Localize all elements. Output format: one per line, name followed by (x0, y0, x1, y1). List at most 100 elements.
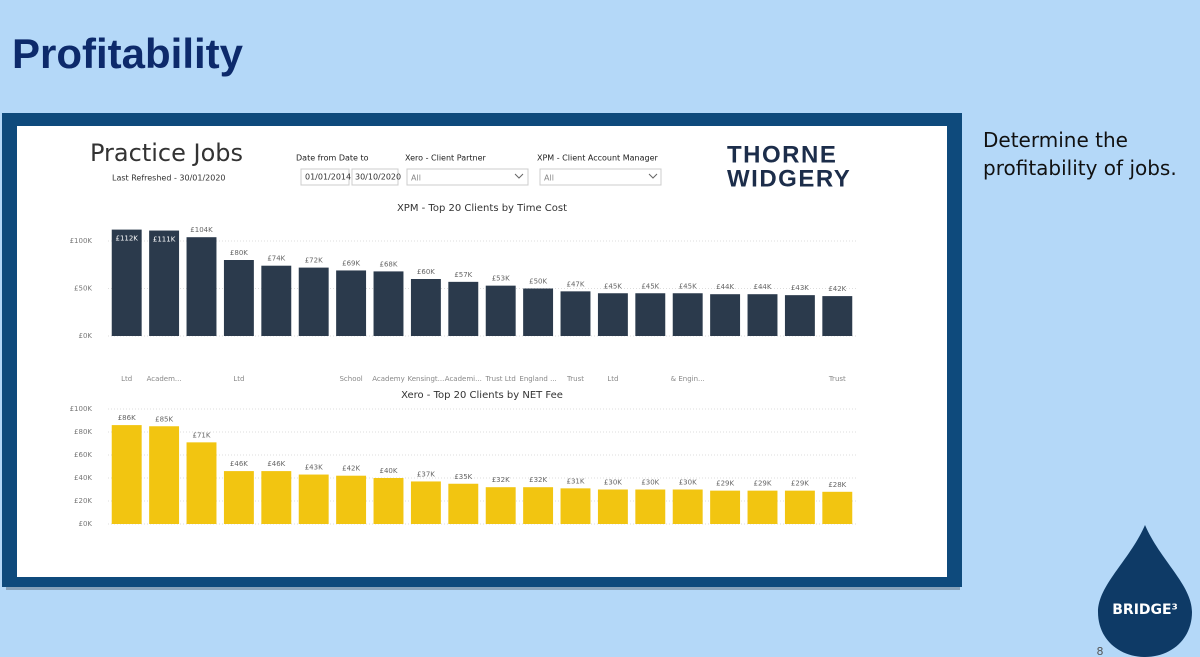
y-tick-label: £0K (79, 520, 93, 528)
bar (597, 489, 628, 524)
brand-logo: WIDGERY (727, 165, 851, 192)
bar (336, 270, 367, 336)
value-label: £68K (380, 260, 398, 268)
value-label: £45K (679, 282, 697, 290)
value-label: £69K (342, 259, 360, 267)
date-input[interactable] (351, 168, 399, 186)
value-label: £43K (791, 284, 809, 292)
chart-title: XPM - Top 20 Clients by Time Cost (397, 203, 567, 214)
bar (448, 483, 479, 524)
bar (373, 271, 404, 336)
x-tick-label: Ltd (233, 375, 244, 383)
x-tick-label: School (339, 375, 362, 383)
x-tick-label: Ltd (121, 375, 132, 383)
date-from: 01/01/2014 (305, 173, 351, 182)
bridge-logo-drop (1098, 525, 1192, 657)
bar (223, 471, 254, 524)
slide-description: Determine the profitability of jobs. (983, 128, 1177, 180)
bar (149, 426, 180, 524)
bridge-logo: BRIDGE³ (1112, 602, 1177, 618)
bar (111, 229, 142, 336)
value-label: £40K (380, 467, 398, 475)
y-tick-label: £0K (79, 332, 93, 340)
bar (186, 237, 217, 336)
bar (298, 267, 329, 336)
brand-logo: THORNE (727, 141, 837, 168)
x-tick-label: Academ... (147, 375, 182, 383)
bar (149, 230, 180, 336)
bar (784, 295, 815, 336)
value-label: £86K (118, 414, 136, 422)
value-label: £72K (305, 257, 323, 265)
bar (336, 475, 367, 524)
x-tick-label: Trust Ltd (485, 375, 516, 383)
bar (448, 281, 479, 336)
bar (710, 490, 741, 524)
y-tick-label: £100K (70, 237, 93, 245)
value-label: £60K (417, 268, 435, 276)
value-label: £80K (230, 249, 248, 257)
value-label: £30K (604, 479, 622, 487)
bar (822, 491, 853, 524)
bar (261, 471, 292, 524)
value-label: £74K (267, 255, 285, 263)
value-label: £53K (492, 275, 510, 283)
date-input[interactable] (300, 168, 350, 186)
value-label: £46K (267, 460, 285, 468)
x-tick-label: Trust (828, 375, 846, 383)
value-label: £29K (716, 480, 734, 488)
dashboard-subtitle: Last Refreshed - 30/01/2020 (112, 174, 226, 183)
x-tick-label: Kensingt... (407, 375, 444, 383)
value-label: £29K (791, 480, 809, 488)
value-label: £45K (641, 282, 659, 290)
value-label: £42K (342, 465, 360, 473)
filter-label: XPM - Client Account Manager (537, 154, 659, 163)
value-label: £31K (567, 477, 585, 485)
value-label: £30K (679, 479, 697, 487)
dropdown[interactable] (539, 168, 662, 186)
bar (111, 425, 142, 524)
bar (822, 296, 853, 336)
bar (635, 293, 666, 336)
value-label: £112K (115, 235, 138, 243)
value-label: £30K (641, 479, 659, 487)
bar (410, 481, 441, 524)
value-label: £57K (454, 271, 472, 279)
value-label: £50K (529, 278, 547, 286)
y-tick-label: £80K (74, 428, 92, 436)
x-tick-label: Ltd (607, 375, 618, 383)
y-tick-label: £50K (74, 285, 92, 293)
bar (747, 490, 778, 524)
bar (560, 488, 591, 524)
value-label: £45K (604, 282, 622, 290)
bar (784, 490, 815, 524)
bar (485, 487, 516, 524)
value-label: £42K (828, 285, 846, 293)
bar (523, 487, 554, 524)
page-number: 8 (1097, 645, 1104, 657)
bar (261, 265, 292, 336)
bar (298, 474, 329, 524)
value-label: £35K (454, 473, 472, 481)
dashboard-title: Practice Jobs (90, 139, 243, 167)
y-tick-label: £40K (74, 474, 92, 482)
y-tick-label: £100K (70, 405, 93, 413)
x-tick-label: Trust (566, 375, 584, 383)
slide-title: Profitability (12, 30, 244, 77)
x-tick-label: Academi... (445, 375, 482, 383)
bar (710, 294, 741, 336)
date-to: 30/10/2020 (355, 173, 401, 182)
x-tick-label: England ... (519, 375, 556, 383)
filter-label: Xero - Client Partner (405, 154, 487, 163)
chevron (514, 173, 524, 179)
bar (597, 293, 628, 336)
bar (223, 260, 254, 336)
bar (410, 279, 441, 336)
dropdown[interactable] (406, 168, 529, 186)
value-label: £32K (492, 476, 510, 484)
chart-title: Xero - Top 20 Clients by NET Fee (401, 390, 563, 401)
value-label: £47K (567, 280, 585, 288)
bar (373, 478, 404, 524)
